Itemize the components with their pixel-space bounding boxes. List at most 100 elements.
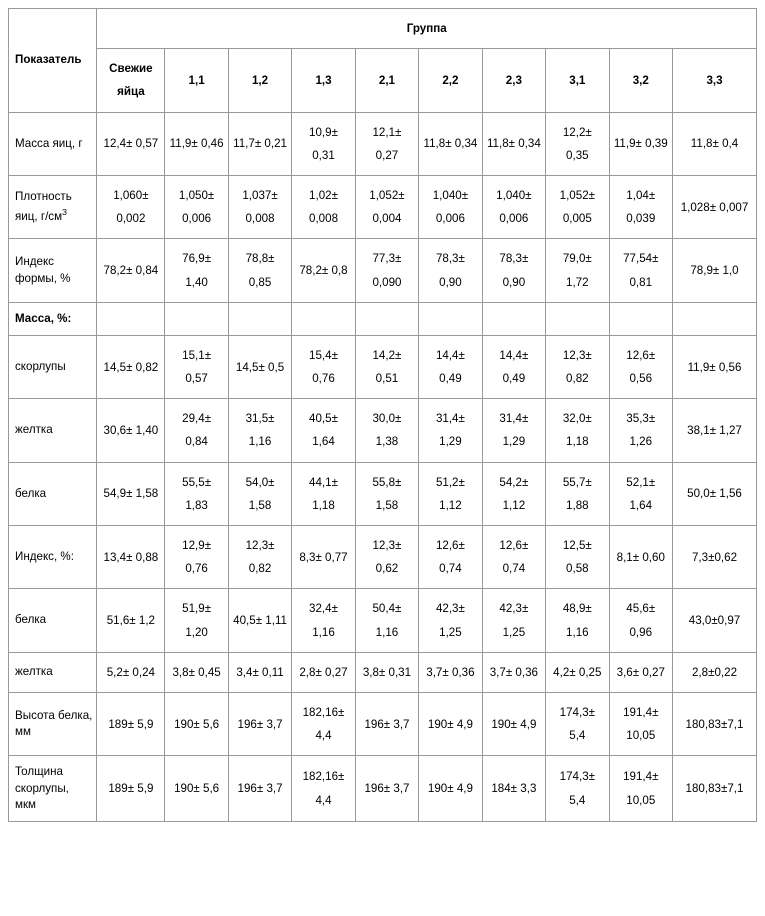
row-label: белка — [9, 462, 97, 525]
header-col: 2,3 — [482, 49, 545, 112]
table-cell: 32,4± 1,16 — [292, 589, 355, 652]
table-cell: 1,052± 0,004 — [355, 175, 418, 238]
table-cell: 190± 4,9 — [419, 692, 482, 755]
table-cell: 3,7± 0,36 — [419, 652, 482, 692]
table-cell: 180,83±7,1 — [673, 692, 757, 755]
table-cell: 1,040± 0,006 — [482, 175, 545, 238]
table-cell: 11,7± 0,21 — [228, 112, 291, 175]
table-header: Показатель Группа Свежие яйца1,11,21,32,… — [9, 9, 757, 113]
table-cell — [97, 302, 165, 335]
table-cell: 51,2± 1,12 — [419, 462, 482, 525]
table-cell: 190± 4,9 — [419, 756, 482, 822]
table-cell: 12,6± 0,74 — [482, 526, 545, 589]
table-cell: 54,9± 1,58 — [97, 462, 165, 525]
table-cell: 79,0± 1,72 — [546, 239, 609, 302]
table-cell: 14,5± 0,82 — [97, 335, 165, 398]
table-cell: 12,2± 0,35 — [546, 112, 609, 175]
table-cell: 30,0± 1,38 — [355, 399, 418, 462]
table-cell: 190± 5,6 — [165, 756, 228, 822]
table-cell — [228, 302, 291, 335]
table-cell: 11,9± 0,46 — [165, 112, 228, 175]
table-cell: 196± 3,7 — [355, 692, 418, 755]
row-label: Плотность яиц, г/см3 — [9, 175, 97, 238]
table-cell: 14,5± 0,5 — [228, 335, 291, 398]
table-cell — [546, 302, 609, 335]
table-cell: 4,2± 0,25 — [546, 652, 609, 692]
header-group: Группа — [97, 9, 757, 49]
table-cell: 184± 3,3 — [482, 756, 545, 822]
table-cell: 196± 3,7 — [228, 756, 291, 822]
table-cell: 78,3± 0,90 — [482, 239, 545, 302]
table-cell: 30,6± 1,40 — [97, 399, 165, 462]
header-col: 2,2 — [419, 49, 482, 112]
header-indicator: Показатель — [9, 9, 97, 113]
table-cell: 191,4± 10,05 — [609, 756, 672, 822]
table-cell: 78,8± 0,85 — [228, 239, 291, 302]
table-cell: 78,9± 1,0 — [673, 239, 757, 302]
table-cell: 11,8± 0,34 — [419, 112, 482, 175]
table-cell — [673, 302, 757, 335]
table-cell: 12,3± 0,82 — [228, 526, 291, 589]
table-cell: 29,4± 0,84 — [165, 399, 228, 462]
row-label: Масса, %: — [9, 302, 97, 335]
table-cell: 3,4± 0,11 — [228, 652, 291, 692]
table-cell: 190± 4,9 — [482, 692, 545, 755]
table-cell — [609, 302, 672, 335]
table-cell: 78,2± 0,84 — [97, 239, 165, 302]
egg-quality-table: Показатель Группа Свежие яйца1,11,21,32,… — [8, 8, 757, 822]
row-label: Индекс формы, % — [9, 239, 97, 302]
table-cell: 2,8±0,22 — [673, 652, 757, 692]
table-row: желтка30,6± 1,4029,4± 0,8431,5± 1,1640,5… — [9, 399, 757, 462]
table-cell — [482, 302, 545, 335]
header-columns-row: Свежие яйца1,11,21,32,12,22,33,13,23,3 — [9, 49, 757, 112]
table-cell: 11,8± 0,34 — [482, 112, 545, 175]
table-cell: 35,3± 1,26 — [609, 399, 672, 462]
table-cell: 44,1± 1,18 — [292, 462, 355, 525]
table-cell: 189± 5,9 — [97, 692, 165, 755]
table-cell: 1,050± 0,006 — [165, 175, 228, 238]
table-cell: 12,4± 0,57 — [97, 112, 165, 175]
table-cell: 3,6± 0,27 — [609, 652, 672, 692]
table-cell: 10,9± 0,31 — [292, 112, 355, 175]
table-cell: 8,3± 0,77 — [292, 526, 355, 589]
table-row: Масса, %: — [9, 302, 757, 335]
table-cell: 38,1± 1,27 — [673, 399, 757, 462]
table-row: Плотность яиц, г/см31,060± 0,0021,050± 0… — [9, 175, 757, 238]
table-cell: 182,16± 4,4 — [292, 756, 355, 822]
row-label: желтка — [9, 652, 97, 692]
table-row: белка51,6± 1,251,9± 1,2040,5± 1,1132,4± … — [9, 589, 757, 652]
table-cell: 77,54± 0,81 — [609, 239, 672, 302]
table-row: Индекс формы, %78,2± 0,8476,9± 1,4078,8±… — [9, 239, 757, 302]
table-cell: 1,040± 0,006 — [419, 175, 482, 238]
table-cell: 45,6± 0,96 — [609, 589, 672, 652]
table-cell: 12,3± 0,62 — [355, 526, 418, 589]
table-cell: 50,4± 1,16 — [355, 589, 418, 652]
table-cell: 54,0± 1,58 — [228, 462, 291, 525]
table-cell: 190± 5,6 — [165, 692, 228, 755]
table-cell: 14,4± 0,49 — [482, 335, 545, 398]
table-row: Высота белка, мм189± 5,9190± 5,6 196± 3,7… — [9, 692, 757, 755]
table-cell: 1,037± 0,008 — [228, 175, 291, 238]
header-col: 1,3 — [292, 49, 355, 112]
table-cell: 78,3± 0,90 — [419, 239, 482, 302]
table-cell — [355, 302, 418, 335]
table-cell: 14,2± 0,51 — [355, 335, 418, 398]
table-cell: 180,83±7,1 — [673, 756, 757, 822]
table-cell: 42,3± 1,25 — [419, 589, 482, 652]
table-cell: 14,4± 0,49 — [419, 335, 482, 398]
table-cell: 32,0± 1,18 — [546, 399, 609, 462]
table-cell: 1,04± 0,039 — [609, 175, 672, 238]
row-label: белка — [9, 589, 97, 652]
table-cell: 189± 5,9 — [97, 756, 165, 822]
row-label: Толщина скорлупы, мкм — [9, 756, 97, 822]
table-cell: 11,9± 0,56 — [673, 335, 757, 398]
table-cell: 78,2± 0,8 — [292, 239, 355, 302]
table-cell: 15,4± 0,76 — [292, 335, 355, 398]
table-cell — [292, 302, 355, 335]
table-row: желтка5,2± 0,243,8± 0,453,4± 0,112,8± 0,… — [9, 652, 757, 692]
table-cell: 12,5± 0,58 — [546, 526, 609, 589]
table-cell: 8,1± 0,60 — [609, 526, 672, 589]
table-cell: 55,8± 1,58 — [355, 462, 418, 525]
row-label: Высота белка, мм — [9, 692, 97, 755]
table-cell: 3,7± 0,36 — [482, 652, 545, 692]
